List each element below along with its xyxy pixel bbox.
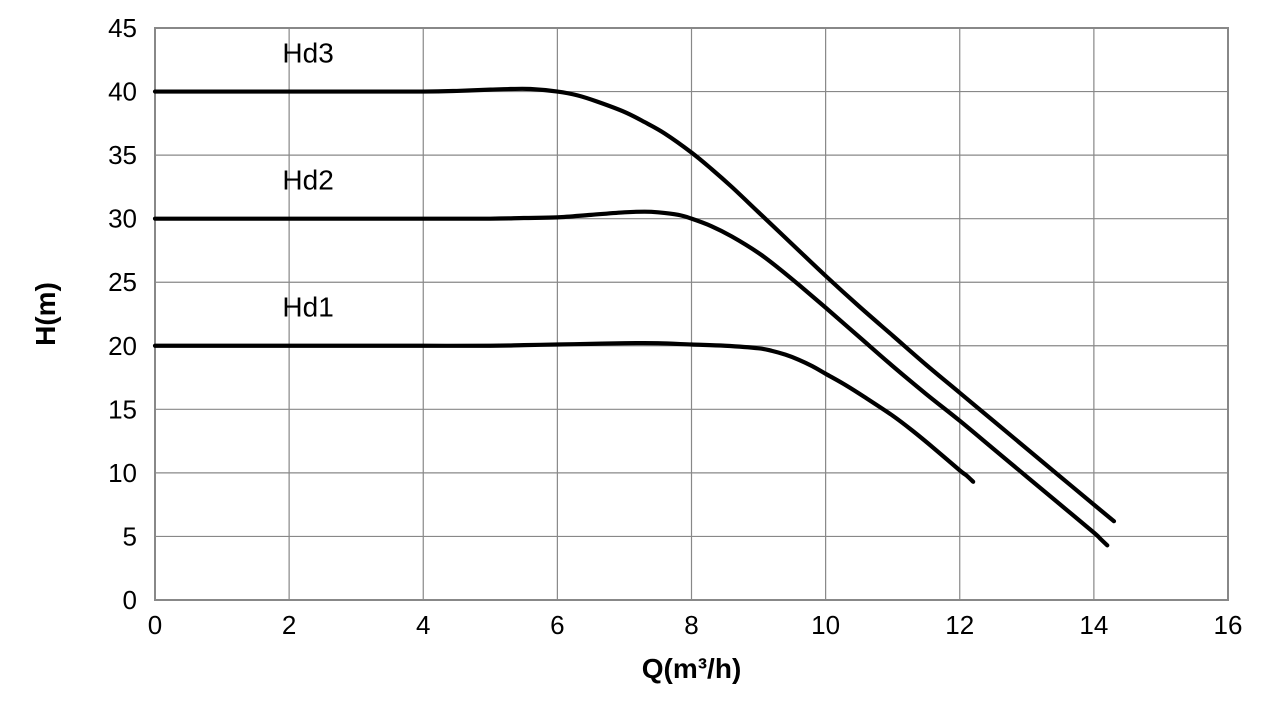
- pump-curve-chart: 0 2 4 6 8 10 12 14 16 0 5 10 15 20 25 30 35 40 45 Q(m³/h) H(…: [0, 0, 1272, 718]
- x-tick-label: 10: [811, 610, 840, 640]
- x-tick-label: 12: [945, 610, 974, 640]
- y-tick-label: 0: [123, 585, 137, 615]
- series-label-Hd3: Hd3: [282, 37, 333, 68]
- y-tick-label: 35: [108, 140, 137, 170]
- y-tick-label: 40: [108, 77, 137, 107]
- x-tick-label: 8: [684, 610, 698, 640]
- y-tick-label: 45: [108, 13, 137, 43]
- y-axis-title: H(m): [30, 282, 61, 346]
- x-tick-label: 4: [416, 610, 430, 640]
- chart-svg: 0 2 4 6 8 10 12 14 16 0 5 10 15 20 25 30 35 40 45 Q(m³/h) H(…: [0, 0, 1272, 718]
- y-tick-label: 15: [108, 394, 137, 424]
- x-tick-label: 2: [282, 610, 296, 640]
- x-tick-label: 0: [148, 610, 162, 640]
- series-label-Hd2: Hd2: [282, 164, 333, 195]
- y-tick-label: 10: [108, 458, 137, 488]
- y-tick-label: 5: [123, 521, 137, 551]
- series-label-Hd1: Hd1: [282, 292, 333, 323]
- x-axis-title: Q(m³/h): [642, 653, 742, 684]
- x-tick-label: 6: [550, 610, 564, 640]
- x-tick-label: 16: [1214, 610, 1243, 640]
- y-tick-label: 30: [108, 204, 137, 234]
- y-tick-label: 25: [108, 267, 137, 297]
- y-tick-label: 20: [108, 331, 137, 361]
- x-tick-label: 14: [1079, 610, 1108, 640]
